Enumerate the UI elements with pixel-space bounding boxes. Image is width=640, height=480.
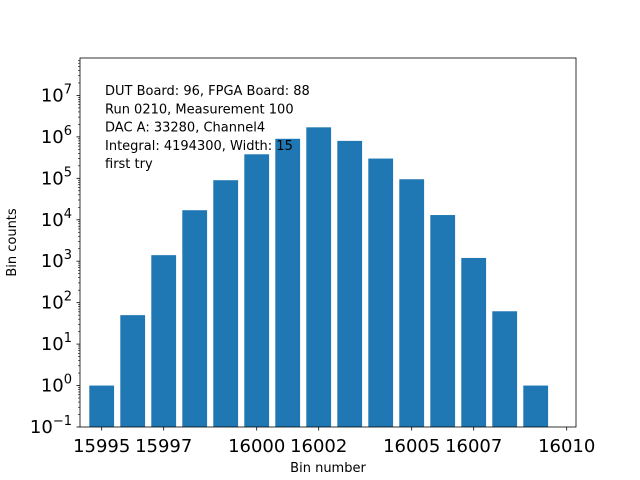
annotation-line-0: DUT Board: 96, FPGA Board: 88 [105, 84, 310, 99]
x-axis-label: Bin number [290, 461, 366, 476]
bar-7 [306, 127, 332, 427]
y-tick-label-7: 106 [41, 124, 72, 148]
bar-3 [182, 210, 208, 427]
y-tick-label-3: 102 [41, 290, 72, 314]
bar-14 [523, 385, 549, 427]
y-tick-label-8: 107 [41, 82, 72, 106]
bar-1 [120, 315, 146, 427]
y-tick-label-6: 105 [41, 165, 72, 189]
annotation-line-2: DAC A: 33280, Channel4 [105, 121, 265, 136]
bar-6 [275, 138, 301, 427]
y-axis-label: Bin counts [5, 208, 20, 277]
bar-13 [492, 311, 518, 427]
y-tick-label-2: 101 [41, 331, 72, 355]
bar-12 [461, 257, 487, 427]
bar-8 [337, 140, 363, 427]
bar-10 [399, 179, 425, 427]
x-tick-label-6: 16010 [538, 436, 595, 457]
y-tick-label-0: 10−1 [30, 414, 72, 438]
annotation-block: DUT Board: 96, FPGA Board: 88 Run 0210, M… [105, 84, 310, 172]
bar-11 [430, 215, 456, 427]
bar-5 [244, 154, 270, 427]
bar-2 [151, 255, 177, 427]
bar-4 [213, 180, 239, 427]
annotation-line-4: first try [105, 157, 153, 172]
y-ticks-group: 10−1 100 101 102 103 104 105 106 107 [30, 60, 80, 438]
x-tick-label-1: 15997 [135, 436, 192, 457]
x-tick-label-5: 16007 [445, 436, 502, 457]
bars-group [89, 127, 549, 427]
bar-9 [368, 158, 394, 427]
x-tick-label-3: 16002 [290, 436, 347, 457]
annotation-line-3: Integral: 4194300, Width: 15 [105, 139, 293, 154]
annotation-line-1: Run 0210, Measurement 100 [105, 102, 294, 117]
y-tick-label-4: 103 [41, 248, 72, 272]
x-ticks-group: 15995 15997 16000 16002 16005 16007 16010 [73, 427, 595, 457]
plot-frame [79, 57, 577, 428]
y-tick-label-1: 100 [41, 373, 72, 397]
bar-0 [89, 385, 115, 427]
x-tick-label-2: 16000 [228, 436, 285, 457]
x-tick-label-0: 15995 [73, 436, 130, 457]
x-tick-label-4: 16005 [383, 436, 440, 457]
y-tick-label-5: 104 [41, 207, 72, 231]
